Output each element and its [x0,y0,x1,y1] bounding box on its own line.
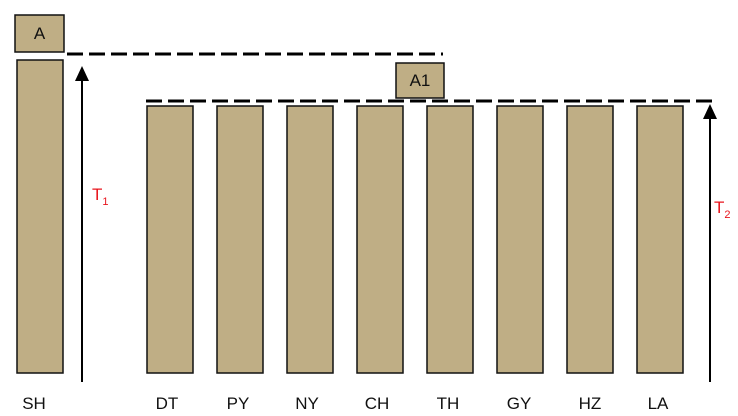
bar-hz [566,105,614,374]
bar-gy [496,105,544,374]
arrow-t2 [703,104,717,382]
category-label-la: LA [648,394,669,413]
t2-main: T [714,198,724,217]
box-a-label: A [34,24,46,43]
box-a1: A1 [395,62,445,99]
bar-ny [286,105,334,374]
bar-la [636,105,684,374]
t1-sub: 1 [102,196,108,208]
category-label-gy: GY [507,394,532,413]
bar-ch [356,105,404,374]
box-a1-label: A1 [410,71,431,90]
bar-dt [146,105,194,374]
category-label-th: TH [437,394,460,413]
t1-main: T [92,185,102,204]
category-label-ch: CH [365,394,390,413]
bar-th [426,105,474,374]
box-a: A [14,14,65,53]
category-label-hz: HZ [579,394,602,413]
t2-sub: 2 [724,209,730,221]
category-label-py: PY [227,394,250,413]
category-label-dt: DT [156,394,179,413]
category-label-ny: NY [295,394,319,413]
bar-sh [16,59,64,374]
arrow-t1 [75,66,89,382]
category-label-sh: SH [22,394,46,413]
t1-label: T1 [92,185,109,208]
t2-label: T2 [714,198,731,221]
bar-py [216,105,264,374]
